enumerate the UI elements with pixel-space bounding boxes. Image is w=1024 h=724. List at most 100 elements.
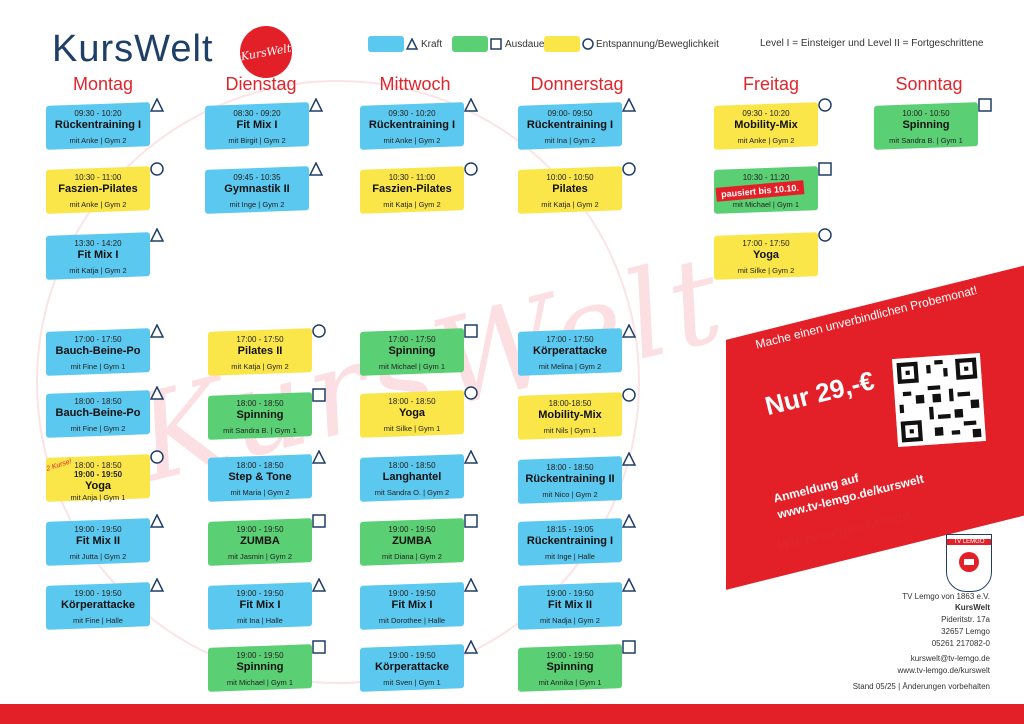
course-info: mit Silke | Gym 1 — [383, 424, 441, 433]
triangle-icon — [149, 323, 165, 338]
legend-swatch-yellow — [544, 36, 580, 52]
course-time: 10:30 - 11:00 — [74, 173, 122, 182]
contact-street: Pideritstr. 17a — [941, 615, 990, 624]
course-card: 17:00 - 17:50 Pilates II mit Katja | Gym 2 — [208, 324, 326, 376]
course-time: 17:00 - 17:50 — [236, 335, 284, 344]
course-time: 19:00 - 19:50 — [546, 651, 594, 660]
course-time: 19:00 - 19:50 — [546, 589, 594, 598]
circle-icon — [622, 388, 636, 402]
day-donnerstag: Donnerstag — [530, 74, 624, 94]
course-info: mit Jutta | Gym 2 — [69, 552, 127, 561]
course-time: 19:00 - 19:50 — [74, 525, 122, 534]
course-name: Step & Tone — [228, 471, 292, 483]
course-time: 19:00 - 19:50 — [388, 525, 436, 534]
course-time: 18:00 - 18:50 — [74, 461, 122, 470]
course-card: 18:00 - 18:50 Rückentraining II mit Nico |… — [518, 451, 637, 504]
course-name: Pilates — [552, 183, 588, 195]
course-name: Yoga — [752, 249, 780, 261]
course-time: 09:00- 09:50 — [547, 109, 593, 118]
course-time: 18:00 - 18:50 — [388, 397, 436, 406]
contact-city: 32657 Lemgo — [941, 627, 990, 636]
course-info: mit Birgit | Gym 2 — [228, 136, 286, 145]
course-time: 19:00 - 19:50 — [236, 589, 284, 598]
course-time: 10:00 - 10:50 — [546, 173, 594, 182]
course-info: mit Fine | Gym 1 — [70, 362, 126, 371]
course-card: 17:00 - 17:50 Spinning mit Michael | Gym 1 — [360, 324, 478, 376]
course-info: mit Annika | Gym 1 — [538, 678, 602, 687]
tv-lemgo-crest: TV LEMGO — [946, 534, 992, 592]
day-freitag: Freitag — [742, 74, 800, 94]
triangle-icon — [406, 38, 418, 50]
course-name: Bauch-Beine-Po — [55, 345, 141, 357]
course-info: mit Sandra B. | Gym 1 — [889, 136, 963, 145]
course-info: mit Anke | Gym 2 — [69, 200, 127, 209]
course-time: 18:00 - 18:50 — [236, 399, 284, 408]
day-mittwoch: Mittwoch — [379, 74, 451, 94]
course-info: mit Katja | Gym 2 — [541, 200, 599, 209]
contact-email[interactable]: kurswelt@tv-lemgo.de — [910, 654, 990, 663]
course-time-2: 19:00 - 19:50 — [73, 470, 123, 479]
course-card: 10:30 - 11:00 Faszien-Pilates mit Katja | … — [360, 162, 478, 214]
circle-icon — [312, 324, 326, 338]
course-card: 09:30 - 10:20 Rückentraining I mit Anke | … — [46, 97, 165, 150]
course-time: 17:00 - 17:50 — [74, 335, 122, 344]
course-name: Fit Mix I — [77, 249, 119, 261]
course-name: Spinning — [546, 661, 594, 673]
triangle-icon — [149, 577, 165, 592]
course-info: mit Sandra B. | Gym 1 — [223, 426, 297, 435]
course-name: Faszien-Pilates — [372, 183, 452, 195]
course-name: Fit Mix I — [391, 599, 433, 611]
course-card: 17:00 - 17:50 Bauch-Beine-Po mit Fine | Gy… — [46, 323, 165, 376]
course-card: 18:00 - 18:50 Langhantel mit Sandra O. | G… — [360, 449, 479, 502]
course-info: mit Jasmin | Gym 2 — [227, 552, 293, 561]
course-name: ZUMBA — [240, 535, 280, 547]
course-info: mit Inge | Gym 2 — [229, 200, 285, 209]
course-info: mit Michael | Gym 1 — [378, 362, 446, 371]
course-card: 18:00 - 18:50 Yoga mit Silke | Gym 1 — [360, 386, 478, 438]
bottom-bar — [0, 704, 1024, 724]
course-card: 18:00-18:50 Mobility-Mix mit Nils | Gym 1 — [518, 388, 636, 440]
course-card: 18:00 - 18:50 Step & Tone mit Maria | Gym … — [208, 449, 327, 502]
triangle-icon — [621, 513, 637, 528]
triangle-icon — [149, 513, 165, 528]
course-name: Körperattacke — [375, 661, 449, 673]
contact-org: TV Lemgo von 1863 e.V. — [902, 592, 990, 601]
course-info: mit Katja | Gym 2 — [231, 362, 289, 371]
course-name: Rückentraining I — [526, 535, 614, 547]
legend-label: Kraft — [421, 38, 443, 50]
triangle-icon — [308, 161, 324, 176]
course-name: Bauch-Beine-Po — [55, 407, 141, 419]
square-icon — [978, 98, 992, 112]
course-card: 09:45 - 10:35 Gymnastik II mit Inge | Gym … — [205, 161, 324, 214]
circle-icon — [464, 162, 478, 176]
course-info: mit Nadja | Gym 2 — [540, 616, 600, 625]
triangle-icon — [308, 97, 324, 112]
contact-web[interactable]: www.tv-lemgo.de/kurswelt — [897, 666, 990, 675]
course-name: Fit Mix I — [236, 119, 278, 131]
course-card: 17:00 - 17:50 Yoga mit Silke | Gym 2 — [714, 228, 832, 280]
course-name: Fit Mix I — [239, 599, 281, 611]
course-name: Rückentraining I — [54, 119, 142, 131]
course-time: 19:00 - 19:50 — [236, 651, 284, 660]
course-name: Faszien-Pilates — [58, 183, 138, 195]
course-info: mit Anja | Gym 1 — [70, 493, 126, 502]
course-time: 17:00 - 17:50 — [742, 239, 790, 248]
triangle-icon — [463, 97, 479, 112]
contact-brand: KursWelt — [955, 603, 990, 612]
legend-kraft: Kraft — [368, 34, 442, 54]
course-name: Gymnastik II — [224, 183, 290, 195]
course-info: mit Inge | Halle — [545, 552, 595, 561]
course-time: 19:00 - 19:50 — [236, 525, 284, 534]
day-dienstag: Dienstag — [225, 74, 297, 94]
qr-code[interactable] — [892, 353, 986, 447]
triangle-icon — [311, 449, 327, 464]
course-card: 18:00 - 18:50 19:00 - 19:50 Yoga mit Anja |… — [46, 450, 164, 502]
course-time: 17:00 - 17:50 — [546, 335, 594, 344]
course-info: mit Michael | Gym 1 — [226, 678, 294, 687]
course-info: mit Anke | Gym 2 — [737, 136, 795, 145]
triangle-icon — [621, 323, 637, 338]
course-info: mit Sven | Gym 1 — [383, 678, 441, 687]
course-card: 17:00 - 17:50 Körperattacke mit Melina | G… — [518, 323, 637, 376]
triangle-icon — [463, 639, 479, 654]
course-time: 19:00 - 19:50 — [74, 589, 122, 598]
